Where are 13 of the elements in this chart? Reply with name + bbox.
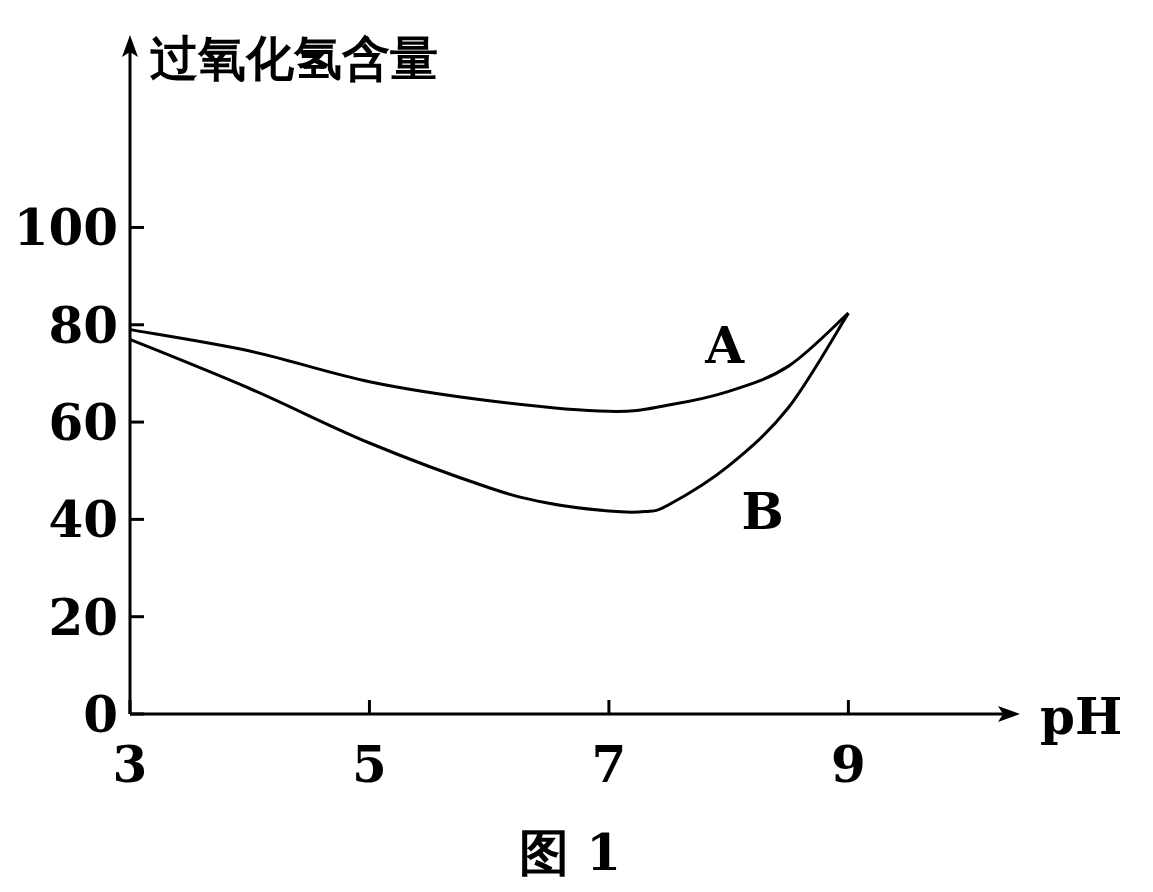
y-tick-label: 40 [48,490,118,550]
y-axis-title: 过氧化氢含量 [150,30,438,86]
y-tick-label: 20 [48,587,118,647]
x-tick-label: 7 [591,735,627,794]
y-tick-label: 80 [48,295,118,355]
series-label: B [741,481,784,541]
x-tick-label: 5 [352,735,387,794]
y-tick-label: 100 [13,198,118,258]
x-axis-title: pH [1040,687,1123,746]
x-tick-label: 9 [830,735,866,794]
caption: 图 1 [518,823,622,882]
series-label: A [704,316,746,376]
y-tick-label: 60 [48,393,118,453]
